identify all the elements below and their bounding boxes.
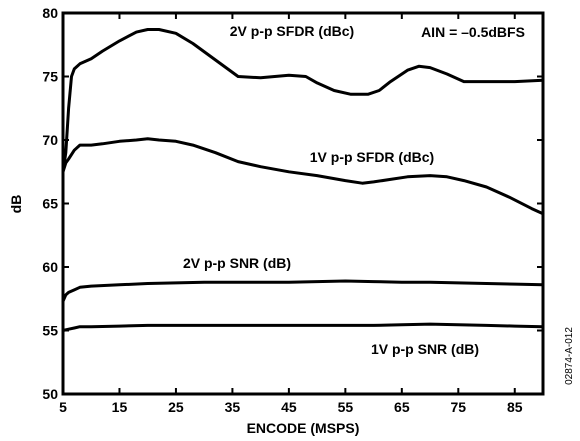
y-tick-label: 50 (42, 386, 58, 402)
x-tick-label: 55 (338, 399, 354, 415)
x-tick-label: 35 (225, 399, 241, 415)
series-label-1v-sfdr: 1V p-p SFDR (dBc) (310, 149, 434, 165)
x-tick-label: 65 (394, 399, 410, 415)
y-tick-label: 65 (42, 196, 58, 212)
figure-id: 02874-A-012 (564, 327, 575, 385)
y-tick-label: 80 (42, 5, 58, 21)
plot-frame (61, 11, 545, 396)
x-tick-label: 45 (281, 399, 297, 415)
y-tick-label: 75 (42, 69, 58, 85)
x-tick-label: 75 (451, 399, 467, 415)
series-line-0 (61, 28, 545, 174)
series-label-2v-snr: 2V p-p SNR (dB) (183, 255, 291, 271)
ain-annotation: AIN = –0.5dBFS (421, 24, 525, 40)
x-tick-label: 15 (112, 399, 128, 415)
x-tick-label: 85 (507, 399, 523, 415)
x-tick-label: 5 (59, 399, 67, 415)
y-tick-label: 60 (42, 259, 58, 275)
series-line-2 (61, 279, 545, 303)
x-tick-label: 25 (168, 399, 184, 415)
series-line-3 (61, 322, 545, 332)
series-label-1v-snr: 1V p-p SNR (dB) (371, 341, 479, 357)
series-lines (61, 28, 545, 332)
x-axis-ticks: 5 15 25 35 45 55 65 75 85 (59, 13, 523, 415)
series-line-1 (61, 137, 545, 216)
y-axis-ticks: 50 55 60 65 70 75 80 (42, 5, 543, 402)
y-axis-label: dB (8, 195, 24, 214)
x-axis-label: ENCODE (MSPS) (247, 420, 360, 436)
series-labels: 2V p-p SFDR (dBc) 1V p-p SFDR (dBc) 2V p… (183, 23, 479, 357)
y-tick-label: 70 (42, 132, 58, 148)
y-tick-label: 55 (42, 323, 58, 339)
series-label-2v-sfdr: 2V p-p SFDR (dBc) (230, 23, 354, 39)
